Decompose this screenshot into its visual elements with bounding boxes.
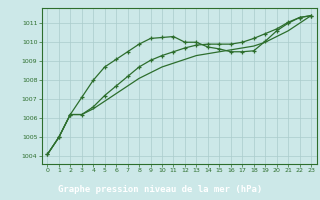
Text: Graphe pression niveau de la mer (hPa): Graphe pression niveau de la mer (hPa) [58, 185, 262, 194]
